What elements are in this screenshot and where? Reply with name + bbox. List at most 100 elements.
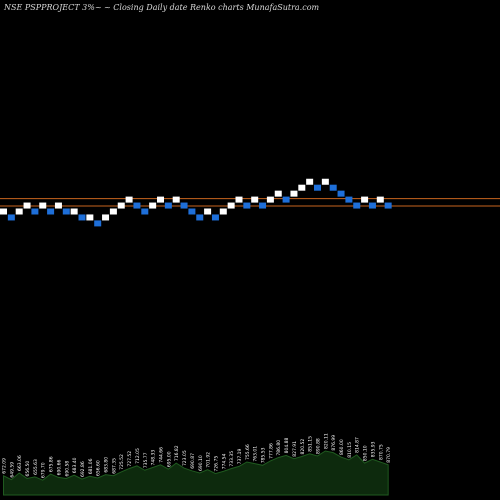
volume-point-label: 701.92 [206, 452, 212, 468]
volume-point-label: 827.91 [292, 441, 298, 457]
renko-brick-up [23, 202, 31, 209]
volume-point-label: 687.35 [111, 458, 117, 474]
volume-point-label: 870.79 [386, 447, 392, 463]
chart-title: NSE PSPPROJECT 3%~ ~ Closing Daily date … [4, 3, 320, 12]
volume-point-label: 774.54 [221, 453, 227, 469]
volume-point-label: 810.15 [347, 442, 353, 458]
renko-brick-up [70, 208, 78, 215]
volume-point-label: 737.19 [237, 449, 243, 465]
volume-point-label: 876.99 [331, 435, 337, 451]
renko-brick-down [141, 208, 149, 215]
volume-point-label: 695.00 [166, 451, 172, 467]
renko-brick-down [62, 208, 70, 215]
volume-point-label: 726.75 [213, 456, 219, 472]
volume-point-label: 681.06 [88, 458, 94, 474]
volume-point-label: 690.66 [56, 460, 62, 476]
renko-brick-up [117, 202, 125, 209]
renko-brick-up [157, 196, 164, 203]
volume-area [3, 450, 389, 496]
renko-brick-down [368, 202, 376, 209]
renko-brick-down [133, 202, 141, 209]
renko-brick-up [298, 184, 306, 191]
renko-brick-down [353, 202, 361, 209]
volume-point-label: 690.87 [190, 453, 196, 469]
renko-brick-up [125, 196, 133, 203]
volume-point-label: 835.93 [370, 441, 376, 457]
volume-point-label: 656.50 [25, 461, 31, 477]
volume-point-label: 725.52 [119, 454, 125, 470]
renko-brick-up [86, 214, 94, 221]
renko-brick-down [282, 196, 290, 203]
volume-point-label: 744.66 [159, 447, 165, 463]
volume-point-label: 851.15 [308, 436, 314, 452]
volume-point-label: 860.00 [339, 439, 345, 455]
volume-point-label: 814.87 [355, 437, 361, 453]
volume-point-label: 679.70 [41, 462, 47, 478]
renko-brick-up [109, 208, 117, 215]
volume-point-label: 733.35 [229, 451, 235, 467]
renko-brick-up [274, 190, 282, 197]
volume-point-label: 870.75 [378, 444, 384, 460]
renko-brick-down [337, 190, 345, 197]
volume-point-label: 716.82 [174, 445, 180, 461]
renko-brick-down [78, 214, 86, 221]
renko-brick-up [39, 202, 47, 209]
volume-point-label: 727.52 [127, 451, 133, 467]
volume-point-label: 748.33 [151, 450, 157, 466]
volume-point-label: 656.60 [96, 460, 102, 476]
renko-brick-down [94, 220, 102, 227]
renko-brick-up [172, 196, 180, 203]
renko-brick-up [306, 178, 314, 185]
renko-brick-down [314, 184, 321, 191]
renko-brick-up [227, 202, 235, 209]
renko-brick-up [235, 196, 243, 203]
renko-brick-down [211, 214, 219, 221]
volume-point-label: 820.52 [300, 439, 306, 455]
renko-brick-up [15, 208, 23, 215]
volume-point-label: 672.09 [2, 458, 8, 474]
volume-point-label: 723.05 [182, 450, 188, 466]
renko-brick-down [31, 208, 39, 215]
volume-point-label: 890.88 [316, 438, 322, 454]
volume-point-label: 690.58 [64, 461, 70, 477]
renko-brick-up [321, 178, 329, 185]
renko-brick-up [266, 196, 274, 203]
renko-brick-up [219, 208, 227, 215]
renko-brick-down [384, 202, 392, 209]
volume-point-label: 683.40 [72, 457, 78, 473]
volume-point-label: 690.10 [198, 455, 204, 471]
renko-brick-up [290, 190, 298, 197]
volume-point-label: 735.77 [143, 452, 149, 468]
renko-brick-up [102, 214, 110, 221]
volume-point-label: 820.11 [323, 433, 329, 449]
volume-point-label: 655.63 [33, 459, 39, 475]
renko-brick-down [329, 184, 337, 191]
volume-point-label: 712.05 [135, 448, 141, 464]
renko-brick-down [47, 208, 55, 215]
renko-brick-down [259, 202, 267, 209]
volume-point-label: 786.80 [276, 440, 282, 456]
volume-point-label: 755.66 [245, 444, 251, 460]
volume-point-label: 675.86 [49, 456, 55, 472]
renko-brick-down [164, 202, 172, 209]
renko-brick-up [204, 208, 212, 215]
volume-point-label: 663.06 [17, 455, 23, 471]
renko-brick-up [376, 196, 384, 203]
renko-brick-up [54, 202, 62, 209]
renko-brick-down [243, 202, 251, 209]
volume-point-label: 649.59 [9, 462, 15, 478]
volume-point-label: 683.80 [104, 457, 110, 473]
renko-brick-down [188, 208, 196, 215]
renko-brick-down [180, 202, 188, 209]
renko-brick-down [196, 214, 204, 221]
renko-brick-up [251, 196, 259, 203]
volume-point-label: 763.01 [253, 446, 259, 462]
volume-point-label: 804.88 [284, 438, 290, 454]
volume-point-label: 785.53 [261, 447, 267, 463]
renko-brick-up [149, 202, 157, 209]
volume-point-label: 850.10 [363, 445, 369, 461]
renko-brick-down [345, 196, 353, 203]
renko-brick-up [0, 208, 7, 215]
volume-point-label: 692.86 [80, 461, 86, 477]
